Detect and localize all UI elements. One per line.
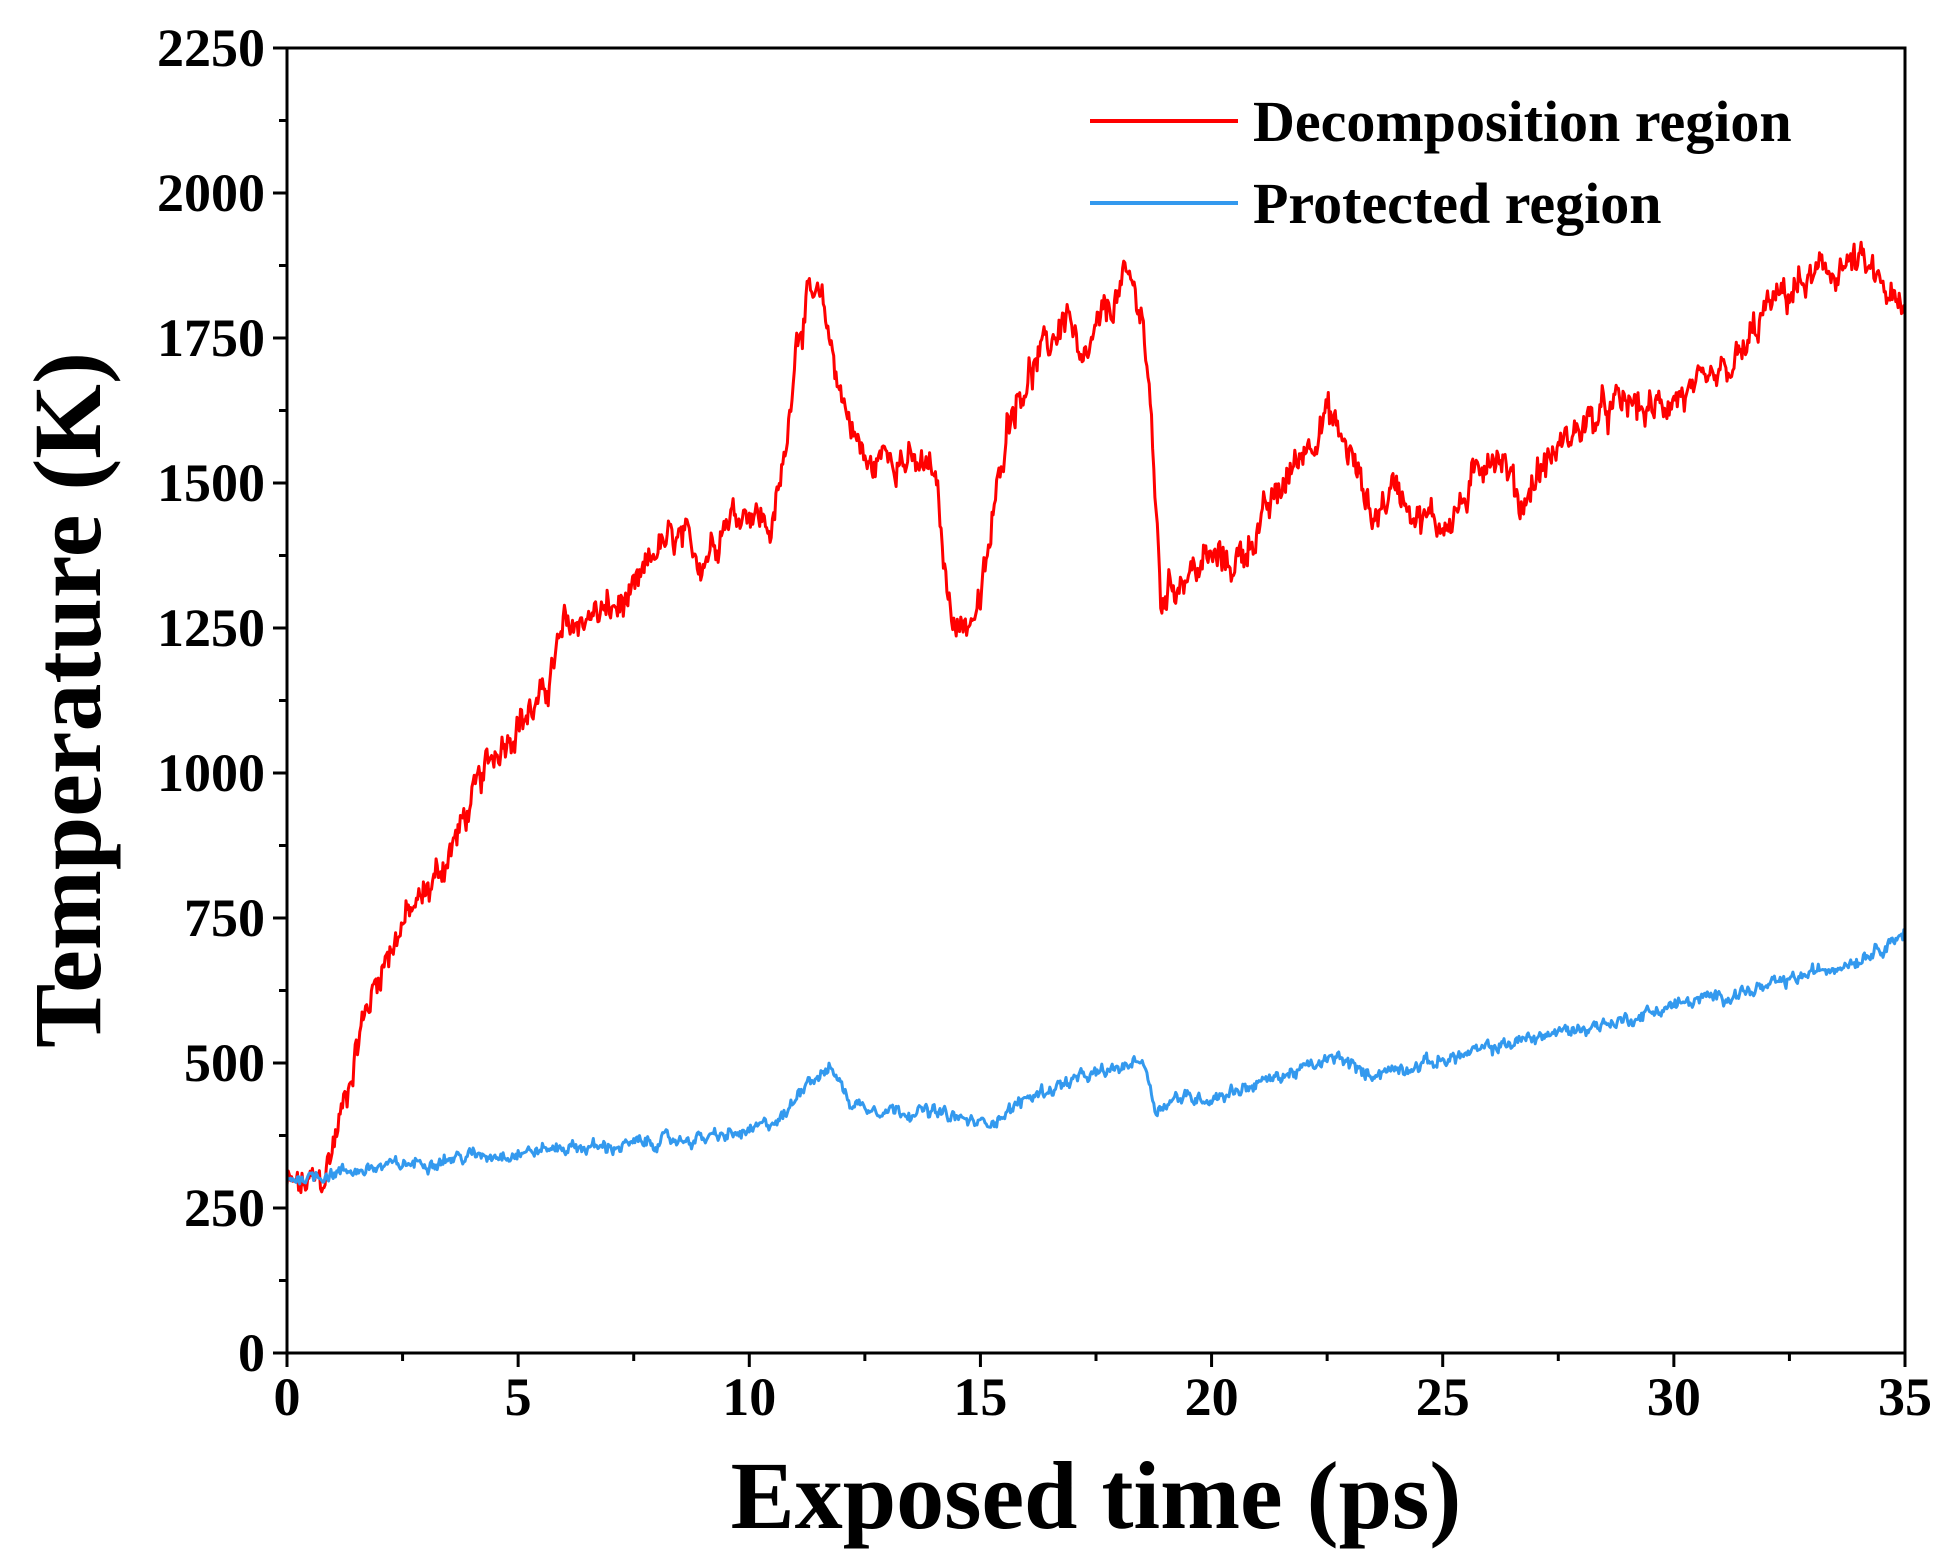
y-tick-label: 0 (238, 1323, 265, 1383)
y-axis-tick-labels: 0 250 500 750 1000 1250 1500 1750 2000 2250 (157, 18, 265, 1383)
legend-label-decomposition: Decomposition region (1253, 89, 1792, 154)
x-tick-label: 15 (953, 1367, 1007, 1427)
y-tick-label: 750 (184, 888, 265, 948)
decomposition-region-line (287, 240, 1905, 1195)
x-axis-ticks (285, 1353, 1907, 1367)
y-axis-title: Temperature (K) (14, 352, 121, 1048)
y-axis-ticks (273, 46, 287, 1355)
x-tick-label: 20 (1185, 1367, 1239, 1427)
protected-region-line (287, 928, 1905, 1186)
y-tick-label: 250 (184, 1178, 265, 1238)
x-tick-label: 0 (274, 1367, 301, 1427)
legend-label-protected: Protected region (1253, 171, 1662, 236)
x-tick-label: 5 (505, 1367, 532, 1427)
y-tick-label: 1750 (157, 308, 265, 368)
y-tick-label: 1500 (157, 453, 265, 513)
y-tick-label: 2000 (157, 163, 265, 223)
y-tick-label: 1000 (157, 743, 265, 803)
y-tick-label: 2250 (157, 18, 265, 78)
x-axis-title: Exposed time (ps) (731, 1442, 1462, 1549)
x-tick-label: 25 (1416, 1367, 1470, 1427)
y-tick-label: 500 (184, 1033, 265, 1093)
x-tick-label: 35 (1878, 1367, 1932, 1427)
y-tick-label: 1250 (157, 598, 265, 658)
x-tick-label: 30 (1647, 1367, 1701, 1427)
x-tick-label: 10 (722, 1367, 776, 1427)
legend: Decomposition region Protected region (1090, 89, 1792, 236)
x-axis-tick-labels: 0 5 10 15 20 25 30 35 (274, 1367, 1933, 1427)
